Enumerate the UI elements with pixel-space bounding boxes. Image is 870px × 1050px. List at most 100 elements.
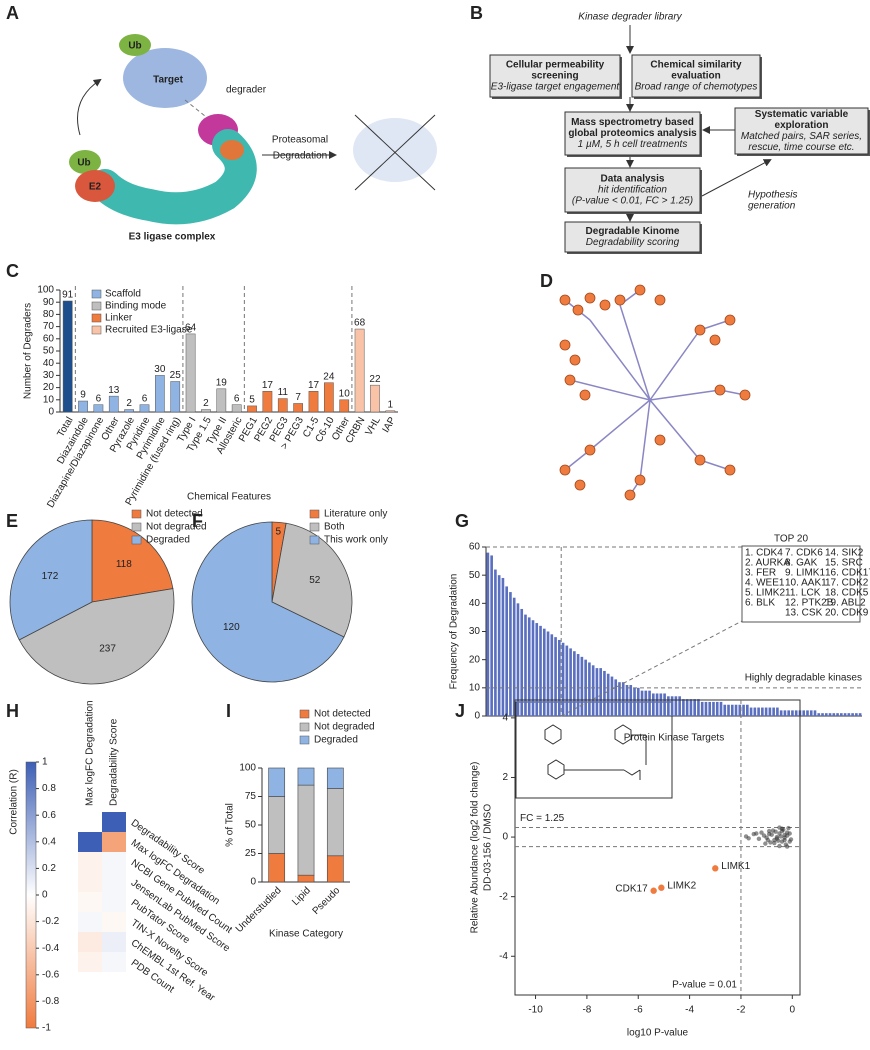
workflow-box <box>631 54 761 98</box>
bar <box>599 668 602 716</box>
y-tick-label: 30 <box>43 370 55 381</box>
legend-swatch <box>299 722 310 732</box>
y-tick-label: 60 <box>469 542 481 553</box>
bar <box>139 404 150 413</box>
bar <box>704 701 708 716</box>
data-label: 5 <box>249 395 255 406</box>
kinome-tree <box>559 284 751 501</box>
bar <box>550 634 554 716</box>
y-tick-label: 40 <box>43 358 55 369</box>
e3-complex <box>89 129 257 225</box>
bar <box>817 713 821 716</box>
data-label: 17 <box>262 380 274 391</box>
bar <box>723 704 727 716</box>
e2-enzyme <box>75 170 115 202</box>
data-label: 68 <box>354 318 366 329</box>
target-protein <box>123 48 207 108</box>
x-tick-label: -4 <box>685 1005 694 1016</box>
legend-label: Not degraded <box>314 722 375 733</box>
y-tick-label: 0 <box>48 407 54 418</box>
legend-swatch <box>131 509 142 519</box>
bar <box>277 398 288 413</box>
y-tick-label: 10 <box>43 394 55 405</box>
bar <box>802 710 806 716</box>
note: Hypothesis <box>748 190 797 201</box>
y-tick-label: 50 <box>245 820 257 831</box>
legend-label: Linker <box>105 313 133 324</box>
colorbar-tick-label: -1 <box>42 1023 51 1034</box>
data-label: 1 <box>388 399 394 410</box>
bar <box>779 710 783 716</box>
bar <box>809 710 813 716</box>
workflow-box <box>489 54 621 98</box>
point <box>788 837 794 842</box>
bar <box>636 687 640 716</box>
legend-swatch <box>91 313 102 323</box>
arrow <box>701 159 772 197</box>
legend-swatch <box>91 301 102 311</box>
bar <box>783 710 787 716</box>
y-tick-label: 4 <box>502 713 508 724</box>
bar <box>606 673 610 716</box>
data-label: 2 <box>126 398 132 409</box>
y-axis-label: % of Total <box>225 803 236 847</box>
bar <box>633 687 636 716</box>
point <box>759 830 764 835</box>
bar <box>674 696 678 716</box>
bar-segment <box>326 767 344 789</box>
legend-label: Recruited E3-ligase <box>105 325 193 336</box>
data-label: 9 <box>80 390 86 401</box>
y-tick-label: 100 <box>37 285 54 296</box>
bar <box>108 395 119 413</box>
slice-label: 118 <box>116 559 132 570</box>
legend-swatch <box>309 535 320 545</box>
bar <box>847 713 851 716</box>
point <box>779 839 785 844</box>
point <box>756 836 762 842</box>
point <box>766 828 772 834</box>
point <box>784 830 790 835</box>
bar <box>655 693 659 716</box>
bar <box>170 381 181 413</box>
bar <box>708 701 712 716</box>
heatmap-cell <box>102 832 126 852</box>
point <box>743 834 749 839</box>
y-axis-label: Number of Degraders <box>23 303 34 399</box>
pie-slice <box>271 522 353 638</box>
panel-label: J <box>455 701 465 721</box>
box-title: Systematic variable <box>755 109 849 120</box>
colorbar-tick-label: 0 <box>42 890 48 901</box>
degrader-molecule <box>184 99 211 121</box>
heatmap-cell <box>78 872 102 892</box>
x-tick-label: -2 <box>736 1005 745 1016</box>
bar-segment <box>326 788 344 857</box>
bar <box>78 400 88 413</box>
bar <box>667 696 670 716</box>
data-label: 19 <box>216 377 228 388</box>
bar <box>640 690 644 716</box>
y-tick-label: -4 <box>499 951 508 962</box>
bar <box>840 713 843 716</box>
legend-swatch <box>91 325 102 335</box>
box-subtitle: hit identification <box>598 185 667 196</box>
data-label: 6 <box>234 393 240 404</box>
bar <box>685 699 689 716</box>
heatmap-cell <box>102 932 126 952</box>
bar <box>824 713 828 716</box>
data-label: 24 <box>323 371 335 382</box>
box-subtitle: 1 µM, 5 h cell treatments <box>578 139 688 150</box>
top-list-item: 6. BLK <box>745 598 775 609</box>
plot-frame <box>514 699 801 996</box>
bar <box>595 668 599 716</box>
bar-segment <box>268 767 286 797</box>
bar <box>858 713 862 716</box>
colorbar-tick-label: 0.2 <box>42 863 56 874</box>
x-tick-label: -10 <box>528 1005 543 1016</box>
protein-illustration <box>69 34 437 225</box>
bar <box>520 608 524 716</box>
highlight-label: LIMK2 <box>667 880 696 891</box>
bar <box>693 699 696 716</box>
bar <box>753 707 757 716</box>
cross <box>354 114 436 191</box>
x-tick-label: Lipid <box>290 885 313 908</box>
